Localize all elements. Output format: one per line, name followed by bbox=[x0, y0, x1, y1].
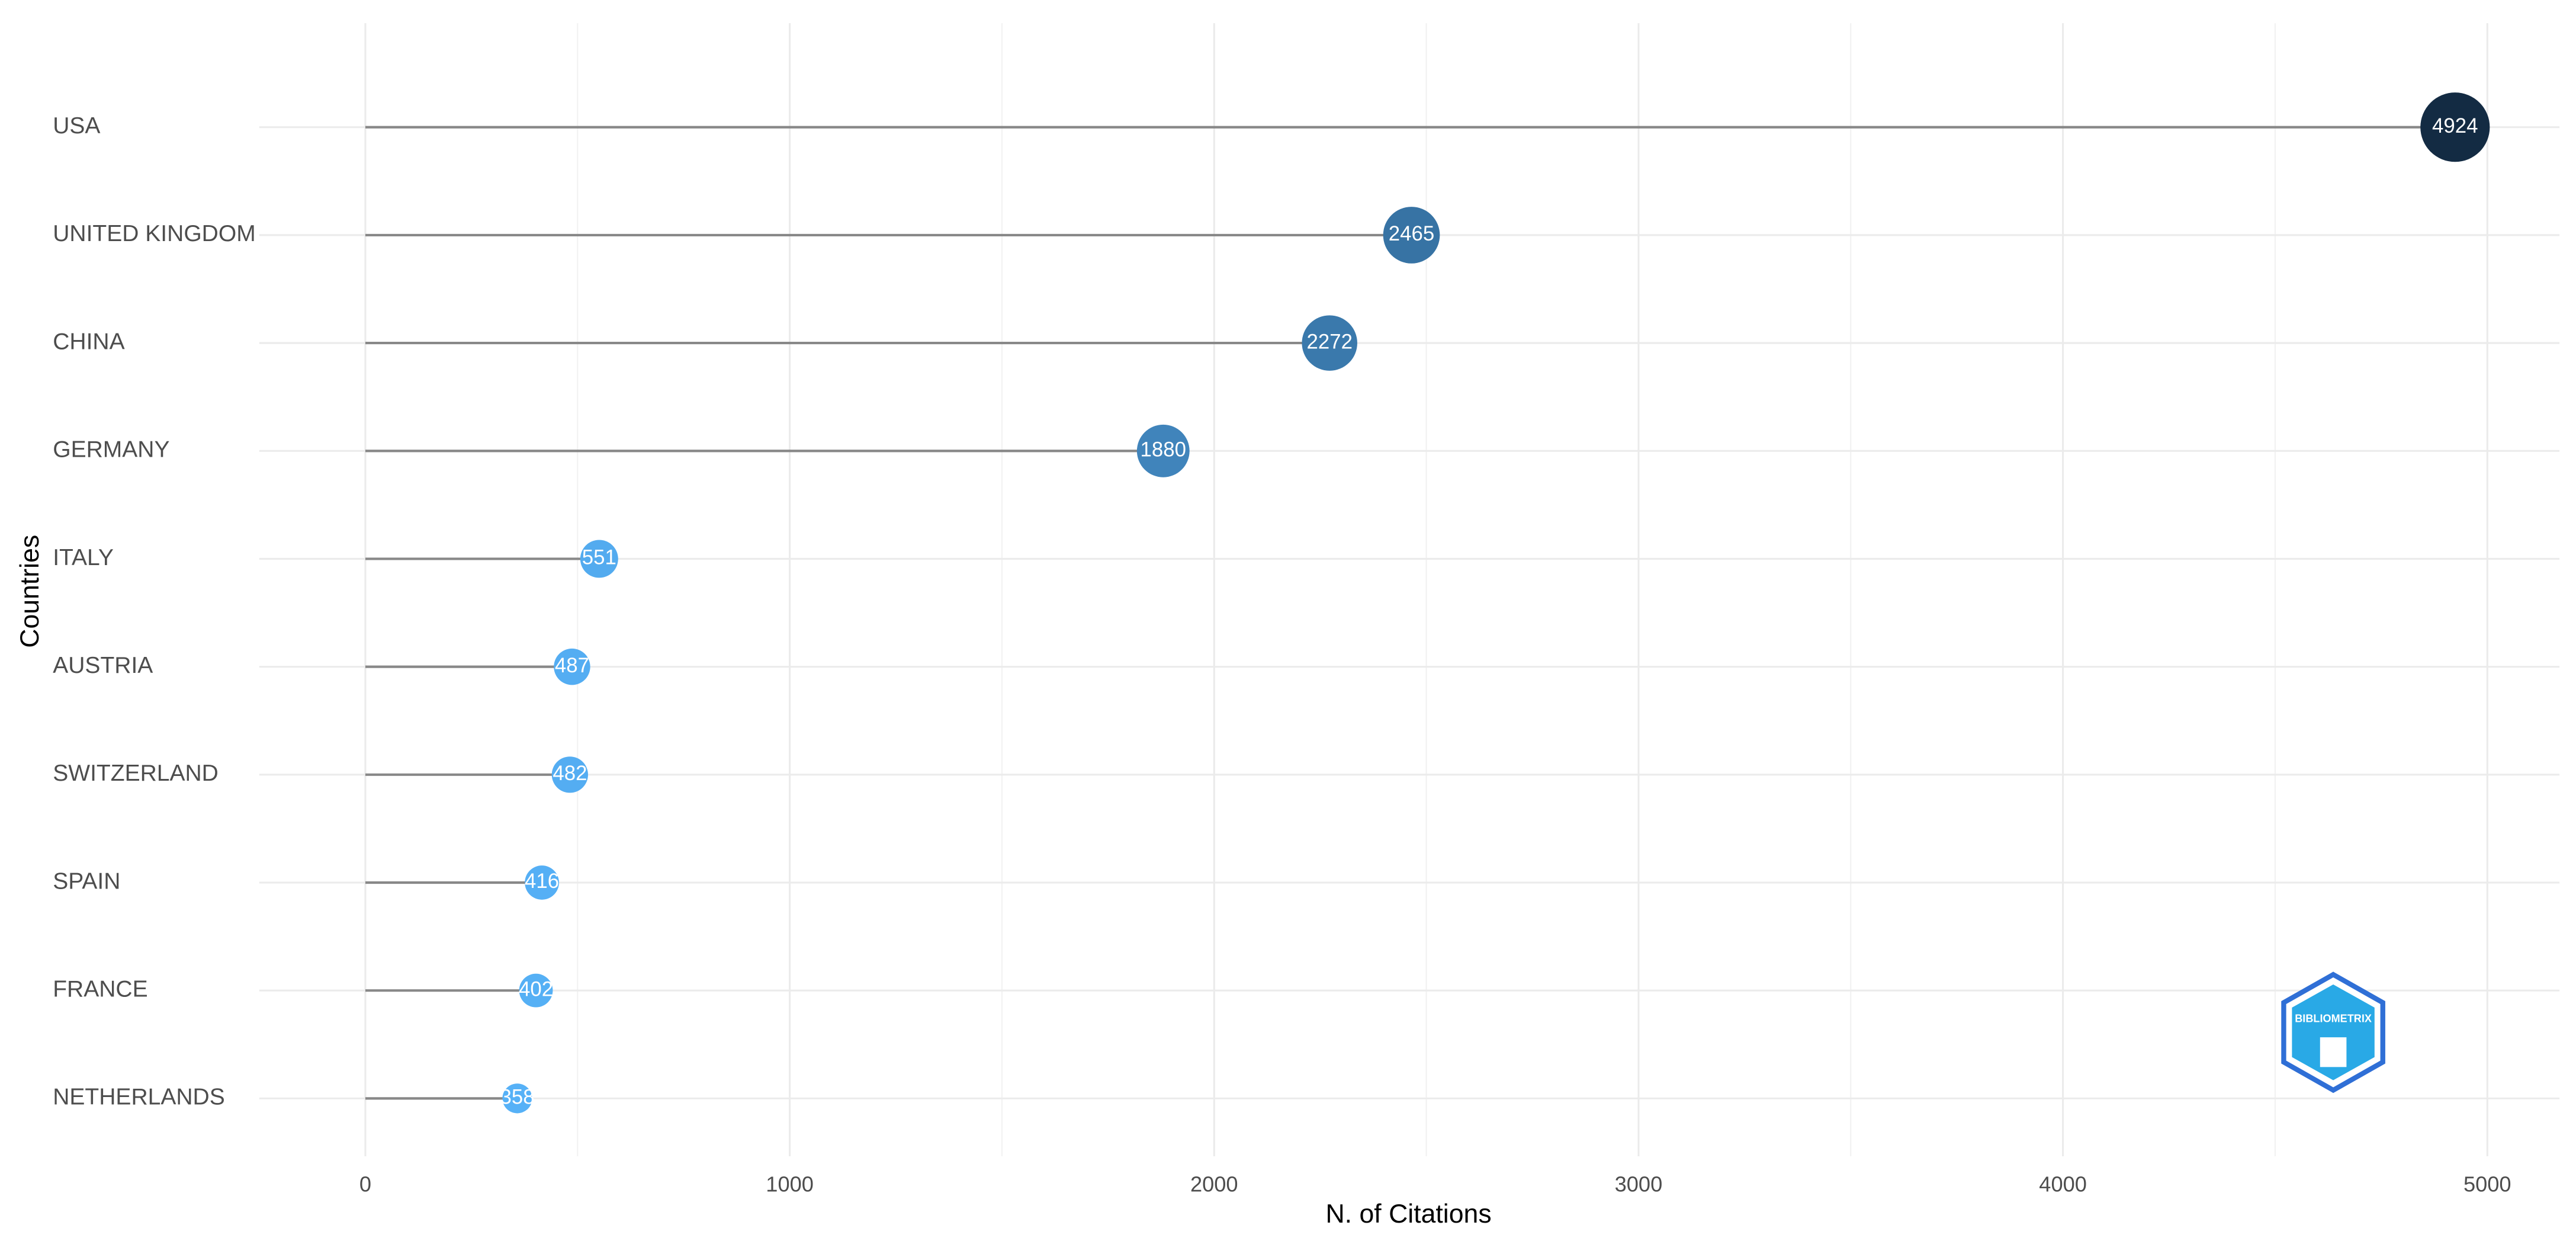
value-label: 482 bbox=[553, 762, 587, 785]
value-label: 487 bbox=[555, 654, 589, 677]
y-tick-label: NETHERLANDS bbox=[53, 1085, 225, 1110]
point bbox=[502, 1083, 532, 1114]
x-tick-label: 4000 bbox=[2039, 1172, 2087, 1197]
y-tick-label: ITALY bbox=[53, 545, 114, 570]
logo-tower bbox=[2320, 1037, 2347, 1067]
x-tick-label: 0 bbox=[359, 1172, 371, 1197]
logo-text: BIBLIOMETRIX bbox=[2295, 1012, 2372, 1024]
y-tick-label: SPAIN bbox=[53, 868, 120, 894]
point bbox=[554, 648, 590, 685]
value-label: 2272 bbox=[1306, 330, 1353, 353]
point bbox=[1302, 315, 1357, 371]
point bbox=[1383, 207, 1440, 264]
x-tick-label: 3000 bbox=[1615, 1172, 1663, 1197]
y-tick-label: USA bbox=[53, 113, 100, 139]
y-tick-label: GERMANY bbox=[53, 437, 169, 463]
logo: BIBLIOMETRIX bbox=[2281, 971, 2385, 1093]
point bbox=[580, 540, 618, 578]
x-tick-label: 5000 bbox=[2463, 1172, 2511, 1197]
value-label: 402 bbox=[519, 977, 553, 1000]
value-label: 4924 bbox=[2432, 114, 2478, 137]
point bbox=[1136, 424, 1190, 477]
point bbox=[551, 756, 588, 793]
logo-inner bbox=[2292, 984, 2375, 1080]
x-tick-label: 1000 bbox=[766, 1172, 814, 1197]
value-label: 551 bbox=[582, 546, 616, 569]
value-label: 1880 bbox=[1141, 438, 1187, 461]
value-label: 2465 bbox=[1389, 222, 1435, 245]
y-axis-title: Countries bbox=[15, 535, 44, 648]
point bbox=[525, 865, 559, 900]
y-tick-label: AUSTRIA bbox=[53, 653, 153, 678]
value-label: 416 bbox=[525, 870, 559, 893]
y-tick-label: SWITZERLAND bbox=[53, 761, 219, 786]
y-tick-label: UNITED KINGDOM bbox=[53, 221, 255, 246]
y-tick-label: FRANCE bbox=[53, 976, 147, 1002]
point bbox=[519, 973, 553, 1008]
x-axis-title: N. of Citations bbox=[1325, 1199, 1491, 1229]
point bbox=[2420, 92, 2490, 162]
y-tick-label: CHINA bbox=[53, 329, 124, 354]
value-label: 358 bbox=[500, 1086, 534, 1109]
x-tick-label: 2000 bbox=[1190, 1172, 1238, 1197]
